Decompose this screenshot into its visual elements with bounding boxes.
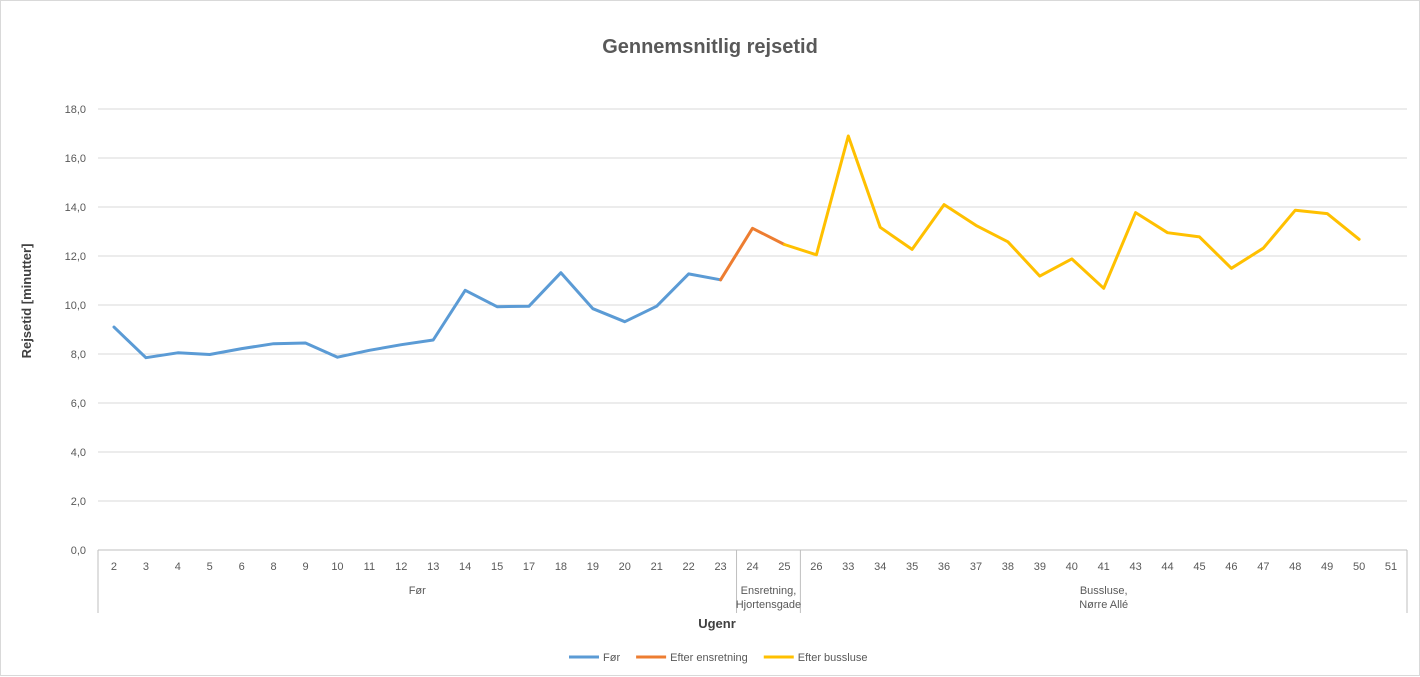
x-tick-label: 8 bbox=[271, 561, 277, 573]
x-tick-label: 19 bbox=[587, 561, 599, 573]
gridlines bbox=[98, 108, 1407, 502]
x-tick-label: 41 bbox=[1098, 561, 1110, 573]
x-tick-label: 17 bbox=[523, 561, 535, 573]
x-tick-label: 33 bbox=[842, 561, 854, 573]
y-axis-title: Rejsetid [minutter] bbox=[19, 244, 34, 359]
series-line bbox=[782, 134, 1361, 290]
x-tick-label: 26 bbox=[810, 561, 822, 573]
series-line bbox=[112, 271, 723, 360]
series-lines bbox=[112, 134, 1361, 360]
x-group-label: Ensretning, bbox=[741, 585, 797, 597]
y-tick-label: 14,0 bbox=[65, 202, 86, 214]
x-tick-label: 3 bbox=[143, 561, 149, 573]
x-tick-label: 43 bbox=[1129, 561, 1141, 573]
x-group-label: Før bbox=[409, 585, 426, 597]
x-tick-label: 45 bbox=[1193, 561, 1205, 573]
x-tick-label: 38 bbox=[1002, 561, 1014, 573]
x-tick-label: 24 bbox=[746, 561, 758, 573]
x-tick-label: 21 bbox=[651, 561, 663, 573]
x-tick-label: 23 bbox=[714, 561, 726, 573]
x-tick-label: 25 bbox=[778, 561, 790, 573]
x-tick-label: 35 bbox=[906, 561, 918, 573]
y-tick-label: 16,0 bbox=[65, 153, 86, 165]
x-group-label: Nørre Allé bbox=[1079, 599, 1128, 611]
x-tick-label: 51 bbox=[1385, 561, 1397, 573]
x-tick-label: 6 bbox=[239, 561, 245, 573]
x-group-label: Bussluse, bbox=[1080, 585, 1128, 597]
x-tick-label: 13 bbox=[427, 561, 439, 573]
y-tick-label: 0,0 bbox=[71, 545, 86, 557]
y-tick-label: 10,0 bbox=[65, 300, 86, 312]
x-tick-label: 18 bbox=[555, 561, 567, 573]
y-tick-label: 2,0 bbox=[71, 496, 86, 508]
x-axis: 2 3 4 5 6 8 9 10 11 12 13 14 15 17 18 19 20 21 22 23 24 25 26 3… bbox=[97, 549, 1408, 613]
y-tick-label: 8,0 bbox=[71, 349, 86, 361]
x-tick-label: 20 bbox=[619, 561, 631, 573]
x-tick-label: 39 bbox=[1034, 561, 1046, 573]
x-tick-label: 4 bbox=[175, 561, 181, 573]
x-tick-label: 49 bbox=[1321, 561, 1333, 573]
y-tick-label: 6,0 bbox=[71, 398, 86, 410]
legend-label: Efter ensretning bbox=[670, 652, 748, 664]
x-tick-label: 10 bbox=[331, 561, 343, 573]
y-axis-ticks: 0,0 2,0 4,0 6,0 8,0 10,0 12,0 14,0 16,0 18,0 bbox=[65, 104, 86, 557]
legend-label: Efter bussluse bbox=[798, 652, 868, 664]
y-tick-label: 18,0 bbox=[65, 104, 86, 116]
legend: Før Efter ensretning Efter bussluse bbox=[569, 652, 867, 664]
x-tick-label: 44 bbox=[1161, 561, 1173, 573]
x-tick-label: 11 bbox=[364, 561, 375, 573]
x-tick-label: 5 bbox=[207, 561, 213, 573]
y-tick-label: 12,0 bbox=[65, 251, 86, 263]
x-tick-label: 22 bbox=[683, 561, 695, 573]
x-tick-label: 50 bbox=[1353, 561, 1365, 573]
x-tick-label: 12 bbox=[395, 561, 407, 573]
x-axis-title: Ugenr bbox=[698, 616, 736, 631]
x-tick-label: 2 bbox=[111, 561, 117, 573]
x-tick-label: 15 bbox=[491, 561, 503, 573]
x-tick-label: 48 bbox=[1289, 561, 1301, 573]
y-tick-label: 4,0 bbox=[71, 447, 86, 459]
x-tick-label: 9 bbox=[302, 561, 308, 573]
x-group-label: Hjortensgade bbox=[736, 599, 801, 611]
series-line bbox=[719, 226, 786, 282]
x-tick-label: 47 bbox=[1257, 561, 1269, 573]
x-tick-label: 36 bbox=[938, 561, 950, 573]
legend-label: Før bbox=[603, 652, 620, 664]
x-tick-label: 14 bbox=[459, 561, 471, 573]
x-tick-label: 40 bbox=[1066, 561, 1078, 573]
x-tick-label: 37 bbox=[970, 561, 982, 573]
chart-title: Gennemsnitlig rejsetid bbox=[602, 36, 818, 58]
x-tick-label: 34 bbox=[874, 561, 886, 573]
x-tick-label: 46 bbox=[1225, 561, 1237, 573]
